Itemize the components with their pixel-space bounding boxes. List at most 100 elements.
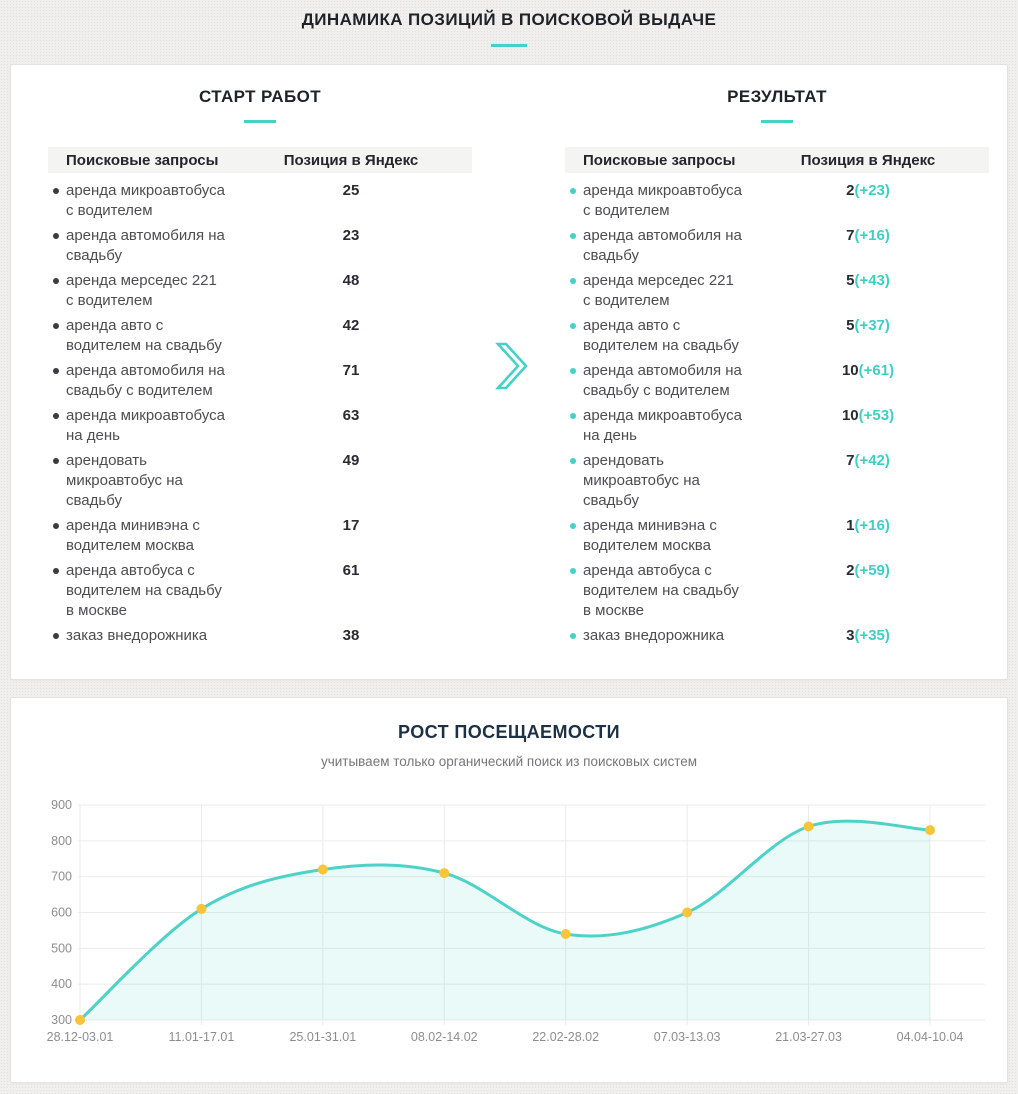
x-axis-label: 07.03-13.03 <box>654 1030 721 1044</box>
x-axis-label: 28.12-03.01 <box>47 1030 114 1044</box>
column-header-position: Позиция в Яндекс <box>283 151 419 169</box>
position-value: 48 <box>342 272 360 289</box>
data-point <box>560 929 571 939</box>
y-axis-label: 400 <box>51 977 72 991</box>
data-point <box>439 868 450 879</box>
start-title-underline <box>244 120 276 123</box>
position-cell: 7(+16) <box>795 226 941 266</box>
start-table-header: Поисковые запросы Позиция в Яндекс <box>48 147 472 173</box>
position-value: 42 <box>342 317 360 334</box>
position-cell: 3(+35) <box>795 626 941 646</box>
table-row: аренда автомобиля на свадьбу с водителем… <box>48 361 472 401</box>
position-value: 63 <box>342 407 360 424</box>
x-axis-label: 25.01-31.01 <box>289 1030 356 1044</box>
positions-panel: СТАРТ РАБОТ РЕЗУЛЬТАТ Поисковые запросы … <box>10 64 1008 680</box>
bullet-icon <box>53 561 66 621</box>
data-point <box>196 903 207 914</box>
table-row: аренда автомобиля на свадьбу 23 <box>48 226 472 266</box>
column-header-queries: Поисковые запросы <box>583 151 736 169</box>
query-text: аренда автомобиля на свадьбу с водителем <box>583 362 742 399</box>
query-text: арендовать микроавтобус на свадьбу <box>583 452 700 509</box>
query-text: аренда микроавтобуса на день <box>66 407 225 444</box>
bullet-icon <box>53 226 66 266</box>
data-point <box>925 825 935 836</box>
bullet-icon <box>53 316 66 356</box>
position-delta: (+23) <box>854 182 890 199</box>
query-text: аренда авто с водителем на свадьбу <box>583 317 739 354</box>
result-title-underline <box>761 120 793 123</box>
bullet-icon <box>570 361 583 401</box>
position-value: 17 <box>342 517 360 534</box>
data-point <box>682 907 693 918</box>
position-value: 5 <box>846 317 855 334</box>
result-table-header: Поисковые запросы Позиция в Яндекс <box>565 147 989 173</box>
position-value: 10 <box>841 407 859 424</box>
position-value: 23 <box>342 227 360 244</box>
table-row: аренда мерседес 221 с водителем 48 <box>48 271 472 311</box>
y-axis-label: 800 <box>51 834 72 848</box>
query-text: аренда микроавтобуса на день <box>583 407 742 444</box>
position-value: 38 <box>342 627 360 644</box>
bullet-icon <box>570 451 583 511</box>
chart-panel: РОСТ ПОСЕЩАЕМОСТИ учитываем только орган… <box>10 697 1008 1083</box>
query-text: заказ внедорожника <box>583 627 725 644</box>
position-delta: (+16) <box>854 227 890 244</box>
query-text: аренда мерседес 221 с водителем <box>66 272 217 309</box>
position-value: 71 <box>342 362 360 379</box>
chart-title: РОСТ ПОСЕЩАЕМОСТИ <box>398 722 620 742</box>
bullet-icon <box>53 451 66 511</box>
table-row: аренда авто с водителем на свадьбу 42 <box>48 316 472 356</box>
position-cell: 5(+43) <box>795 271 941 311</box>
query-text: заказ внедорожника <box>66 627 208 644</box>
bullet-icon <box>53 406 66 446</box>
bullet-icon <box>570 406 583 446</box>
table-row: аренда микроавтобуса с водителем 25 <box>48 181 472 221</box>
data-point <box>75 1015 85 1025</box>
position-value: 5 <box>846 272 855 289</box>
table-row: заказ внедорожника 3(+35) <box>565 626 989 646</box>
position-delta: (+16) <box>854 517 890 534</box>
result-table: Поисковые запросы Позиция в Яндекс аренд… <box>565 147 989 651</box>
position-delta: (+53) <box>858 407 895 424</box>
position-value: 2 <box>846 182 855 199</box>
y-axis-label: 700 <box>51 870 72 884</box>
table-row: аренда автобуса с водителем на свадьбу в… <box>565 561 989 621</box>
bullet-icon <box>53 181 66 221</box>
bullet-icon <box>570 516 583 556</box>
table-row: заказ внедорожника 38 <box>48 626 472 646</box>
bullet-icon <box>570 226 583 266</box>
x-axis-label: 08.02-14.02 <box>411 1030 478 1044</box>
query-text: аренда авто с водителем на свадьбу <box>66 317 222 354</box>
chart-line <box>78 819 932 1022</box>
chart-subtitle: учитываем только органический поиск из п… <box>320 754 698 769</box>
title-underline <box>491 44 527 47</box>
y-axis-label: 900 <box>51 798 72 812</box>
position-cell: 25 <box>278 181 424 221</box>
bullet-icon <box>570 181 583 221</box>
query-text: аренда микроавтобуса с водителем <box>583 182 742 219</box>
position-value: 61 <box>342 562 360 579</box>
chart-area <box>80 821 930 1020</box>
position-value: 49 <box>342 452 360 469</box>
table-row: аренда автомобиля на свадьбу 7(+16) <box>565 226 989 266</box>
bullet-icon <box>570 271 583 311</box>
data-point <box>317 864 328 875</box>
position-value: 7 <box>846 452 855 469</box>
bullet-icon <box>53 271 66 311</box>
bullet-icon <box>53 626 66 646</box>
position-cell: 63 <box>278 406 424 446</box>
position-cell: 2(+59) <box>795 561 941 621</box>
position-cell: 5(+37) <box>795 316 941 356</box>
bullet-icon <box>570 626 583 646</box>
position-cell: 7(+42) <box>795 451 941 511</box>
query-text: аренда минивэна с водителем москва <box>583 517 717 554</box>
position-cell: 10(+53) <box>795 406 941 446</box>
query-text: аренда микроавтобуса с водителем <box>66 182 225 219</box>
position-cell: 23 <box>278 226 424 266</box>
bullet-icon <box>570 561 583 621</box>
traffic-chart: 300 400 500 600 700 800 900 28.12-03.01 11.01-17… <box>47 798 985 1044</box>
position-cell: 71 <box>278 361 424 401</box>
position-value: 10 <box>841 362 859 379</box>
query-text: аренда мерседес 221 с водителем <box>583 272 734 309</box>
table-row: аренда микроавтобуса на день 63 <box>48 406 472 446</box>
